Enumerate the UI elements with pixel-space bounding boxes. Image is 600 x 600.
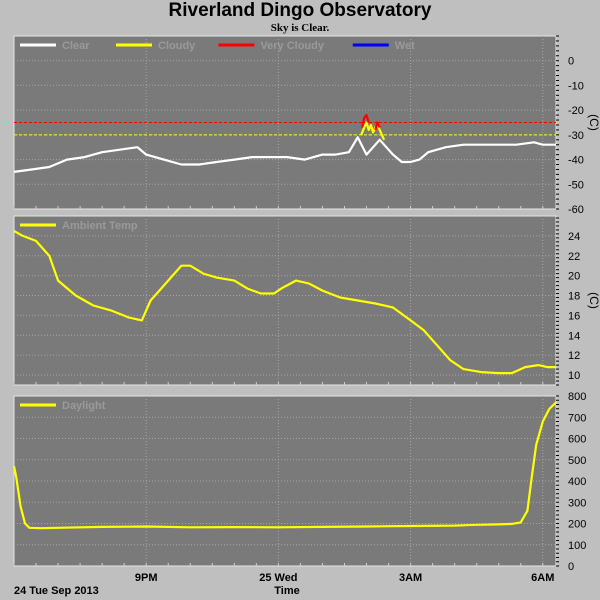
series-line xyxy=(13,136,556,173)
y-tick-label: -50 xyxy=(568,179,584,191)
series-line xyxy=(360,121,386,141)
y-tick-label: 12 xyxy=(568,350,580,362)
legend-label: Cloudy xyxy=(158,40,196,52)
legend-label: Clear xyxy=(62,40,90,52)
y-tick-label: 16 xyxy=(568,310,580,322)
legend-label: Wet xyxy=(395,40,415,52)
chart-panel-3: 0 100 200 300 400 500 600 700 800 Daylight xyxy=(12,391,586,573)
chart-panel-1: 0 -10 -20 -30 -40 -50 -60 Clear Cloudy Very Cloud… xyxy=(13,35,600,216)
y-tick-label: 500 xyxy=(568,455,586,467)
y-tick-label: 14 xyxy=(568,330,580,342)
y-tick-label: 800 xyxy=(568,391,586,403)
y-tick-label: 0 xyxy=(568,56,574,68)
y-tick-label: 700 xyxy=(568,412,586,424)
y-tick-label: 600 xyxy=(568,434,586,446)
x-tick-label: 3AM xyxy=(399,572,422,584)
y-axis-unit: (C) xyxy=(587,114,600,131)
y-tick-label: -60 xyxy=(568,204,584,216)
x-tick-label: 25 Wed xyxy=(259,572,297,584)
y-tick-label: 0 xyxy=(568,561,574,573)
y-tick-label: -10 xyxy=(568,80,584,92)
legend-label: Very Cloudy xyxy=(260,40,324,52)
y-tick-label: 100 xyxy=(568,540,586,552)
series-line xyxy=(13,229,556,375)
y-tick-label: 200 xyxy=(568,519,586,531)
y-tick-label: 300 xyxy=(568,497,586,509)
x-tick-label: 9PM xyxy=(135,572,158,584)
y-tick-label: -30 xyxy=(568,130,584,142)
x-tick-label: 6AM xyxy=(531,572,554,584)
y-tick-label: 22 xyxy=(568,251,580,263)
footer-date-label: 24 Tue Sep 2013 xyxy=(14,585,99,597)
plot-area xyxy=(13,215,557,386)
y-tick-label: -40 xyxy=(568,155,584,167)
legend-label: Ambient Temp xyxy=(62,220,138,232)
series-line xyxy=(12,401,557,530)
series-line xyxy=(374,121,381,131)
y-tick-label: 24 xyxy=(568,231,580,243)
series-line xyxy=(361,113,370,128)
y-tick-label: 10 xyxy=(568,370,580,382)
y-tick-label: 20 xyxy=(568,271,580,283)
legend-label: Daylight xyxy=(62,400,106,412)
y-tick-label: 18 xyxy=(568,291,580,303)
sky-status: Sky is Clear. xyxy=(270,22,330,34)
y-tick-label: 400 xyxy=(568,476,586,488)
chart-panel-2: 10 12 14 16 18 20 22 24 Ambient Temp (C) xyxy=(13,215,600,386)
panels-layer: 0 -10 -20 -30 -40 -50 -60 Clear Cloudy Very Cloud… xyxy=(12,35,600,584)
page-title: Riverland Dingo Observatory xyxy=(168,0,432,21)
y-axis-unit: (C) xyxy=(587,292,600,309)
y-tick-label: -20 xyxy=(568,105,584,117)
x-axis-title: Time xyxy=(274,585,299,597)
